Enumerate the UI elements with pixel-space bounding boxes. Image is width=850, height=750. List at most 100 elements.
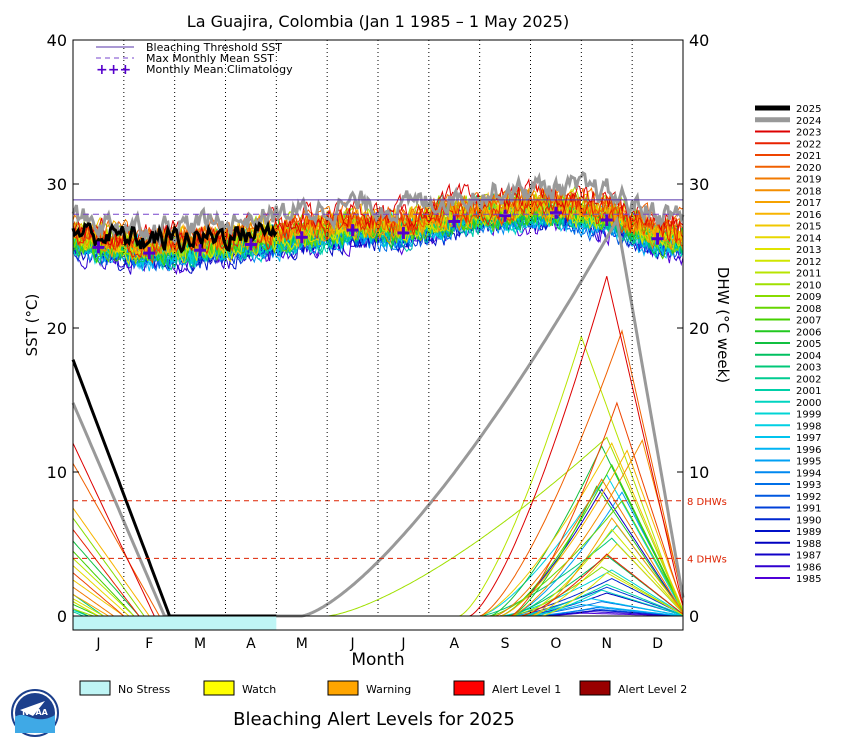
legend-climatology-marker: +++ [96, 62, 131, 78]
climatology-marker [549, 206, 562, 219]
chart-title-group: La Guajira, Colombia (Jan 1 1985 – 1 May… [187, 12, 569, 31]
year-legend-label: 1988 [796, 539, 821, 550]
alert-status-bar [73, 616, 277, 630]
alert-legend-label: No Stress [118, 683, 171, 696]
legend-mmm-label: Max Monthly Mean SST [146, 52, 274, 65]
y-axis-label-left: SST (°C) [23, 294, 41, 357]
year-legend-label: 2023 [796, 128, 821, 139]
year-legend-label: 2022 [796, 139, 821, 150]
month-label: O [550, 636, 561, 652]
year-legend-label: 1991 [796, 504, 821, 515]
alert-legend-swatch [453, 680, 485, 696]
ytick-label-left: 20 [47, 319, 67, 338]
sst-line-2017 [72, 191, 684, 258]
series-layer [71, 170, 685, 618]
year-legend-label: 2021 [796, 151, 821, 162]
dhw-line-2025 [71, 359, 277, 618]
year-legend-label: 2006 [796, 327, 821, 338]
year-legend: 2025202420232022202120202019201820172016… [755, 104, 821, 585]
year-legend-label: 2025 [796, 104, 821, 115]
climatology-marker [499, 209, 512, 222]
year-legend-label: 2008 [796, 304, 821, 315]
climatology-marker [651, 232, 664, 245]
year-legend-label: 2020 [796, 163, 821, 174]
climatology-marker [448, 215, 461, 228]
year-legend-label: 2000 [796, 398, 821, 409]
noaa-logo-icon: NOAA [11, 689, 59, 737]
year-legend-label: 2019 [796, 175, 821, 186]
year-legend-label: 2017 [796, 198, 821, 209]
dhw-line-2016 [72, 449, 684, 617]
month-label: A [449, 636, 459, 652]
year-legend-label: 2004 [796, 351, 821, 362]
alert-legend-swatch [79, 680, 111, 696]
year-legend-label: 2002 [796, 374, 821, 385]
legend-threshold-label: Bleaching Threshold SST [146, 41, 282, 54]
dhw-line-2013 [72, 572, 684, 617]
ytick-label-left: 0 [57, 607, 67, 626]
month-label: M [296, 636, 308, 652]
year-legend-label: 1994 [796, 468, 821, 479]
year-legend-label: 1999 [796, 410, 821, 421]
climatology-marker [346, 224, 359, 237]
year-legend-label: 2010 [796, 280, 821, 291]
alert-legend-label: Watch [242, 683, 276, 696]
ytick-label-left: 40 [47, 31, 67, 50]
year-legend-label: 2007 [796, 316, 821, 327]
dhw-line-2023 [72, 276, 684, 617]
climatology-marker [194, 244, 207, 257]
ytick-label-right: 40 [689, 31, 709, 50]
alert-legend-label: Alert Level 1 [492, 683, 561, 696]
month-label: F [145, 636, 153, 652]
climatology-marker [600, 214, 613, 226]
alert-legend-label: Alert Level 2 [618, 683, 687, 696]
ytick-label-right: 10 [689, 463, 709, 482]
month-label: S [501, 636, 510, 652]
plot-frame [72, 39, 684, 631]
year-legend-label: 1998 [796, 421, 821, 432]
bottom-legend: No Stress Watch Warning Alert Level 1 Alert … [79, 680, 687, 696]
year-legend-label: 1989 [796, 527, 821, 538]
climatology-marker [295, 231, 308, 244]
year-legend-label: 2001 [796, 386, 821, 397]
year-legend-label: 1993 [796, 480, 821, 491]
year-legend-label: 2015 [796, 222, 821, 233]
alert-legend-swatch [327, 680, 359, 696]
year-legend-label: 2024 [796, 116, 821, 127]
alert-legend-label: Warning [366, 683, 411, 696]
year-legend-label: 2013 [796, 245, 821, 256]
year-legend-label: 2016 [796, 210, 821, 221]
alert-legend-swatch [203, 680, 235, 696]
ytick-label-right: 30 [689, 175, 709, 194]
ytick-label-left: 10 [47, 463, 67, 482]
year-legend-label: 1987 [796, 551, 821, 562]
year-legend-label: 1992 [796, 492, 821, 503]
dhw-line-2020 [72, 329, 684, 617]
year-legend-label: 1997 [796, 433, 821, 444]
year-legend-label: 1996 [796, 445, 821, 456]
climatology-marker [244, 238, 257, 251]
ytick-label-right: 20 [689, 319, 709, 338]
dhw4-label: 4 DHWs [687, 554, 727, 565]
year-legend-label: 2003 [796, 363, 821, 374]
year-legend-label: 2018 [796, 186, 821, 197]
month-label: D [652, 636, 663, 652]
climatology-marker [397, 226, 410, 239]
year-legend-label: 2005 [796, 339, 821, 350]
y-axis-label-right: DHW (°C week) [714, 267, 732, 383]
month-label: N [602, 636, 612, 652]
noaa-logo-text: NOAA [22, 708, 48, 717]
year-legend-label: 1990 [796, 515, 821, 526]
month-label: J [95, 636, 100, 652]
dhw8-label: 8 DHWs [687, 497, 727, 508]
month-label: J [400, 636, 405, 652]
ytick-label-right: 0 [689, 607, 699, 626]
month-label: A [246, 636, 256, 652]
bottom-title: Bleaching Alert Levels for 2025 [233, 709, 515, 730]
year-legend-label: 2014 [796, 233, 821, 244]
climatology-marker [143, 247, 156, 260]
top-legend: Bleaching Threshold SST Max Monthly Mean… [96, 41, 293, 78]
year-legend-label: 1986 [796, 562, 821, 573]
year-legend-label: 1995 [796, 457, 821, 468]
